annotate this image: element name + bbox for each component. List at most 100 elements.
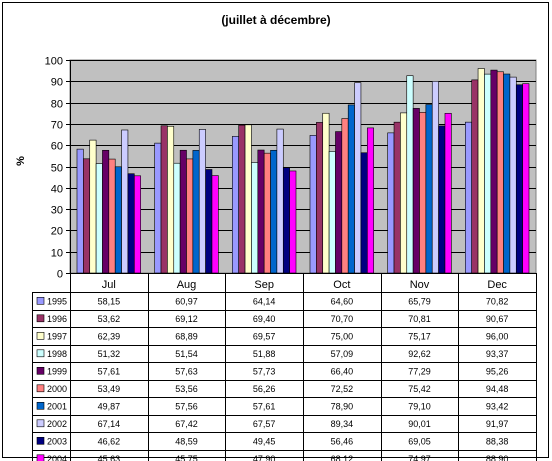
bar: [89, 139, 97, 274]
bar: [263, 152, 271, 274]
bar: [257, 149, 265, 274]
bar: [341, 118, 349, 274]
bar: [244, 124, 252, 274]
bar: [102, 149, 110, 274]
bar: [186, 158, 194, 274]
y-tick-label: 0: [57, 269, 63, 281]
bar: [503, 73, 511, 274]
data-label: 69,05: [408, 436, 431, 446]
data-label: 67,14: [98, 419, 121, 429]
y-tick-label: 70: [51, 120, 63, 132]
data-label: 62,39: [98, 331, 121, 341]
data-label: 49,45: [253, 436, 276, 446]
data-label: 51,32: [98, 349, 121, 359]
plot-area: [69, 59, 537, 274]
legend-label: 2000: [47, 384, 67, 394]
y-tick-label: 100: [45, 56, 63, 68]
bar: [477, 68, 485, 274]
data-label: 93,37: [486, 349, 509, 359]
legend-key: [36, 314, 45, 323]
data-label: 53,62: [98, 314, 121, 324]
data-label: 57,09: [331, 349, 354, 359]
bar: [134, 175, 141, 274]
legend-key: [36, 419, 45, 428]
data-label: 67,42: [175, 419, 198, 429]
legend-label: 2001: [47, 401, 67, 411]
data-label: 70,81: [408, 314, 431, 324]
x-tick-label: Jul: [102, 279, 116, 291]
y-tick-label: 90: [51, 77, 63, 89]
legend-label: 1999: [47, 366, 67, 376]
bar: [270, 149, 278, 274]
data-label: 66,40: [331, 366, 354, 376]
x-tick-label: Aug: [177, 279, 197, 291]
data-label: 70,82: [486, 296, 509, 306]
bar: [360, 152, 368, 274]
data-label: 57,56: [175, 401, 198, 411]
bar: [238, 124, 246, 274]
legend-key: [36, 384, 45, 393]
data-label: 78,90: [331, 401, 354, 411]
data-label: 45,63: [98, 454, 121, 461]
data-label: 68,12: [331, 454, 354, 461]
data-label: 57,61: [98, 366, 121, 376]
y-tick-label: 30: [51, 205, 63, 217]
data-label: 90,67: [486, 314, 509, 324]
bar: [406, 75, 414, 274]
data-label: 92,62: [408, 349, 431, 359]
data-label: 56,26: [253, 384, 276, 394]
data-label: 57,61: [253, 401, 276, 411]
legend-key: [36, 366, 45, 375]
legend-key: [36, 436, 45, 445]
legend-key: [36, 349, 45, 358]
bar: [121, 129, 129, 274]
y-tick-label: 80: [51, 99, 63, 111]
data-label: 60,97: [175, 296, 198, 306]
bar: [400, 112, 408, 274]
data-label: 57,73: [253, 366, 276, 376]
bar: [76, 148, 84, 274]
data-label: 70,70: [331, 314, 354, 324]
data-label: 88,90: [486, 454, 509, 461]
data-label: 69,12: [175, 314, 198, 324]
legend-label: 2003: [47, 436, 67, 446]
bar: [211, 175, 219, 274]
bar: [232, 136, 239, 274]
bar: [154, 142, 162, 274]
bar: [387, 132, 395, 274]
data-label: 79,10: [408, 401, 431, 411]
bar: [425, 104, 433, 274]
legend-key: [36, 454, 45, 461]
bar: [160, 125, 168, 274]
bar: [198, 129, 206, 274]
bar: [114, 166, 122, 274]
bar: [108, 158, 116, 274]
bar: [289, 170, 297, 274]
data-label: 96,00: [486, 331, 509, 341]
data-label: 69,57: [253, 331, 276, 341]
y-tick-label: 60: [51, 141, 63, 153]
bar: [515, 84, 523, 274]
x-tick-label: Sep: [254, 279, 274, 291]
legend-label: 2002: [47, 419, 67, 429]
data-label: 88,38: [486, 436, 509, 446]
bar: [419, 112, 427, 274]
x-tick-label: Nov: [410, 279, 430, 291]
data-label: 69,40: [253, 314, 276, 324]
bar: [471, 79, 479, 274]
bar: [328, 151, 336, 274]
data-label: 89,34: [331, 419, 354, 429]
bar: [393, 121, 401, 274]
legend-label: 1995: [47, 296, 67, 306]
data-label: 74,97: [408, 454, 431, 461]
data-label: 64,60: [331, 296, 354, 306]
legend-key: [36, 401, 45, 410]
bar: [316, 122, 324, 274]
bar: [496, 71, 504, 274]
data-label: 45,75: [175, 454, 198, 461]
legend-label: 1997: [47, 331, 67, 341]
bar: [127, 173, 135, 274]
bar: [431, 80, 439, 274]
bar: [509, 76, 517, 274]
